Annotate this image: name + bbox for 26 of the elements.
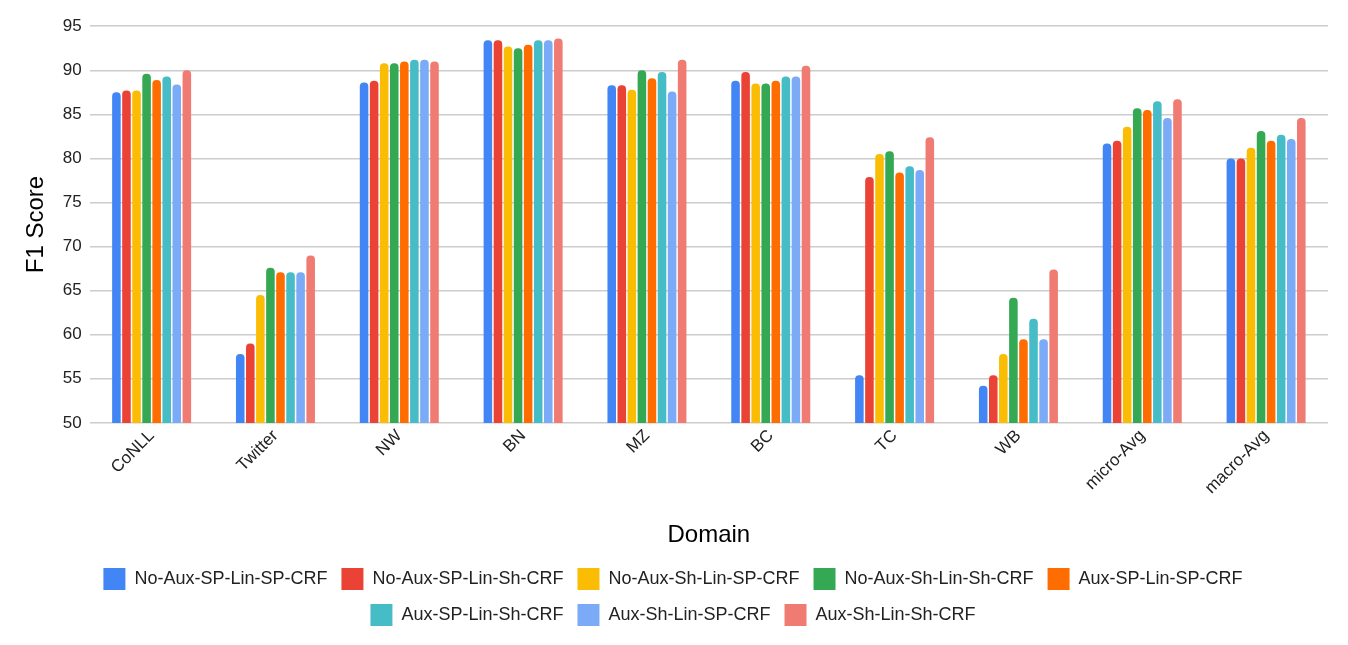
y-tick-label: 85	[62, 104, 82, 124]
y-tick-label: 90	[62, 59, 82, 79]
y-tick-label: 50	[62, 412, 82, 432]
legend-label: Aux-Sh-Lin-SP-CRF	[608, 603, 771, 624]
y-tick-label: 70	[62, 236, 82, 256]
y-tick-label: 75	[62, 192, 82, 212]
legend-label: No-Aux-SP-Lin-SP-CRF	[134, 567, 328, 588]
legend-label: No-Aux-SP-Lin-Sh-CRF	[372, 567, 564, 588]
y-tick-label: 55	[62, 368, 82, 388]
y-tick-label: 95	[62, 15, 82, 35]
y-tick-label: 60	[62, 324, 82, 344]
y-tick-label: 65	[62, 280, 82, 300]
y-tick-label: 80	[62, 148, 82, 168]
x-tick-label: BC	[746, 425, 777, 456]
legend-label: Aux-Sh-Lin-Sh-CRF	[815, 603, 976, 624]
x-axis-title: Domain	[667, 520, 751, 548]
legend-label: Aux-SP-Lin-Sh-CRF	[401, 603, 564, 624]
x-tick-label: BN	[499, 425, 530, 456]
x-tick-label: TC	[871, 425, 901, 456]
x-tick-label: MZ	[622, 425, 654, 457]
x-tick-label: WB	[991, 425, 1025, 459]
legend-label: No-Aux-Sh-Lin-Sh-CRF	[844, 567, 1034, 588]
legend-label: No-Aux-Sh-Lin-SP-CRF	[608, 567, 800, 588]
y-axis-title: F1 Score	[21, 175, 49, 274]
x-tick-label: NW	[371, 425, 406, 460]
legend-label: Aux-SP-Lin-SP-CRF	[1078, 567, 1243, 588]
